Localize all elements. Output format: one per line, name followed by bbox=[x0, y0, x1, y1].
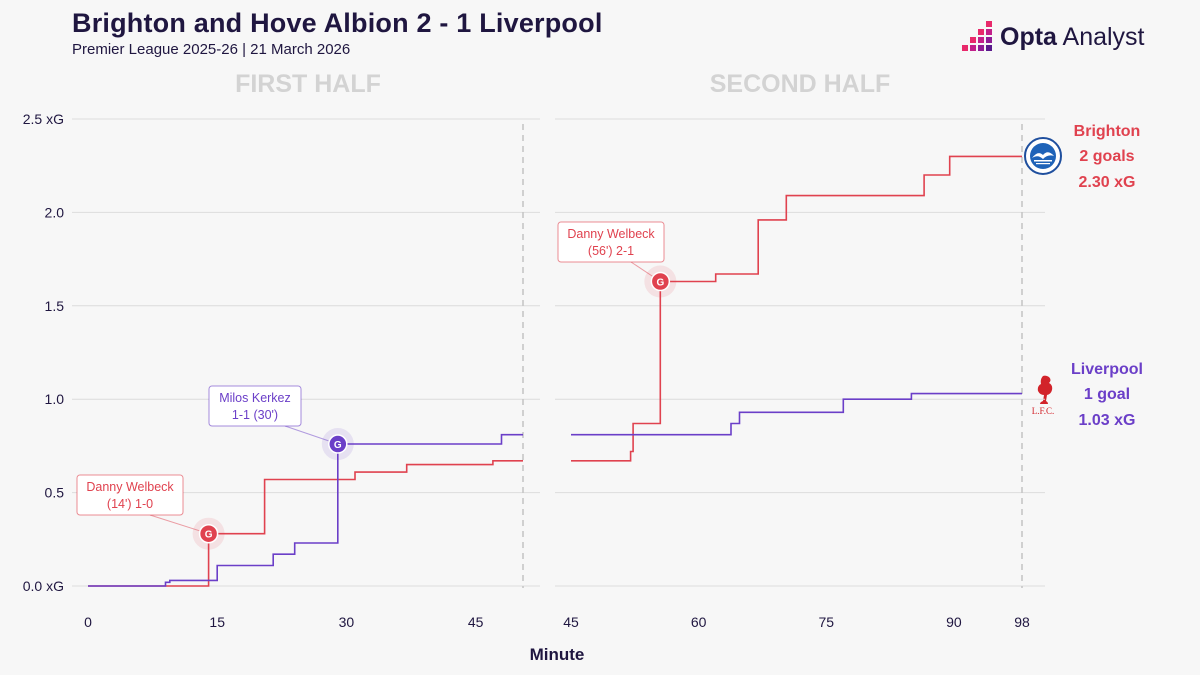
opta-analyst-logo: Opta Analyst bbox=[958, 18, 1148, 58]
goal-marker-label: G bbox=[205, 530, 213, 541]
legend-goals: 2 goals bbox=[1079, 148, 1134, 165]
goal-annotation-scorer: Milos Kerkez bbox=[219, 391, 291, 405]
goal-marker-label: G bbox=[334, 440, 342, 451]
y-tick-label: 1.0 bbox=[45, 391, 65, 407]
first-half-label: FIRST HALF bbox=[235, 70, 381, 98]
x-tick-label: 0 bbox=[84, 614, 92, 630]
x-tick-label: 45 bbox=[563, 614, 579, 630]
legend-team-name: Brighton bbox=[1074, 123, 1141, 140]
goal-marker bbox=[650, 271, 671, 292]
goal-marker-label: G bbox=[656, 278, 664, 289]
chart-subtitle: Premier League 2025-26 | 21 March 2026 bbox=[72, 41, 351, 58]
goal-annotation-score: (56') 2-1 bbox=[588, 244, 634, 258]
y-tick-label: 0.0 xG bbox=[23, 578, 64, 594]
x-tick-label: 90 bbox=[946, 614, 962, 630]
y-tick-label: 1.5 bbox=[45, 298, 65, 314]
legend-xg: 1.03 xG bbox=[1079, 412, 1136, 429]
liverpool-crest: L.F.C. bbox=[1032, 375, 1055, 416]
legend-team-name: Liverpool bbox=[1071, 361, 1143, 378]
goal-annotation-scorer: Danny Welbeck bbox=[567, 227, 655, 241]
chart-title: Brighton and Hove Albion 2 - 1 Liverpool bbox=[72, 8, 603, 38]
opta-analyst-wordmark: Opta Analyst bbox=[1000, 23, 1145, 52]
x-tick-label: 98 bbox=[1014, 614, 1030, 630]
opta-analyst-logo-icon bbox=[962, 21, 992, 51]
goal-annotation-box bbox=[557, 221, 665, 263]
liverpool-crest-text: L.F.C. bbox=[1032, 406, 1055, 416]
goal-annotation-score: 1-1 (30') bbox=[232, 408, 278, 422]
x-axis-label: Minute bbox=[530, 645, 585, 664]
y-tick-label: 0.5 bbox=[45, 485, 65, 501]
x-tick-label: 15 bbox=[209, 614, 225, 630]
x-tick-label: 30 bbox=[339, 614, 355, 630]
second-half-label: SECOND HALF bbox=[710, 70, 891, 98]
brand-bold: Opta bbox=[1000, 23, 1057, 51]
goal-annotation-score: (14') 1-0 bbox=[107, 497, 153, 511]
brighton-xg-line-second-half bbox=[571, 155, 1022, 462]
goal-annotation-scorer: Danny Welbeck bbox=[86, 480, 174, 494]
y-tick-label: 2.5 xG bbox=[23, 111, 64, 127]
x-tick-label: 60 bbox=[691, 614, 707, 630]
x-tick-label: 75 bbox=[818, 614, 834, 630]
goal-annotation-box bbox=[76, 474, 184, 516]
legend-xg: 2.30 xG bbox=[1079, 174, 1136, 191]
goal-marker bbox=[328, 434, 348, 454]
brighton-crest bbox=[1024, 137, 1062, 175]
x-tick-label: 45 bbox=[468, 614, 484, 630]
brand-light: Analyst bbox=[1056, 23, 1145, 51]
liverpool-xg-line-second-half bbox=[571, 392, 1022, 436]
goal-marker bbox=[198, 523, 219, 544]
legend-goals: 1 goal bbox=[1084, 386, 1130, 403]
goal-annotation-box bbox=[208, 385, 302, 427]
annotation-connector bbox=[149, 514, 209, 535]
liverpool-xg-line-first-half bbox=[88, 433, 523, 587]
y-tick-label: 2.0 bbox=[45, 204, 65, 220]
